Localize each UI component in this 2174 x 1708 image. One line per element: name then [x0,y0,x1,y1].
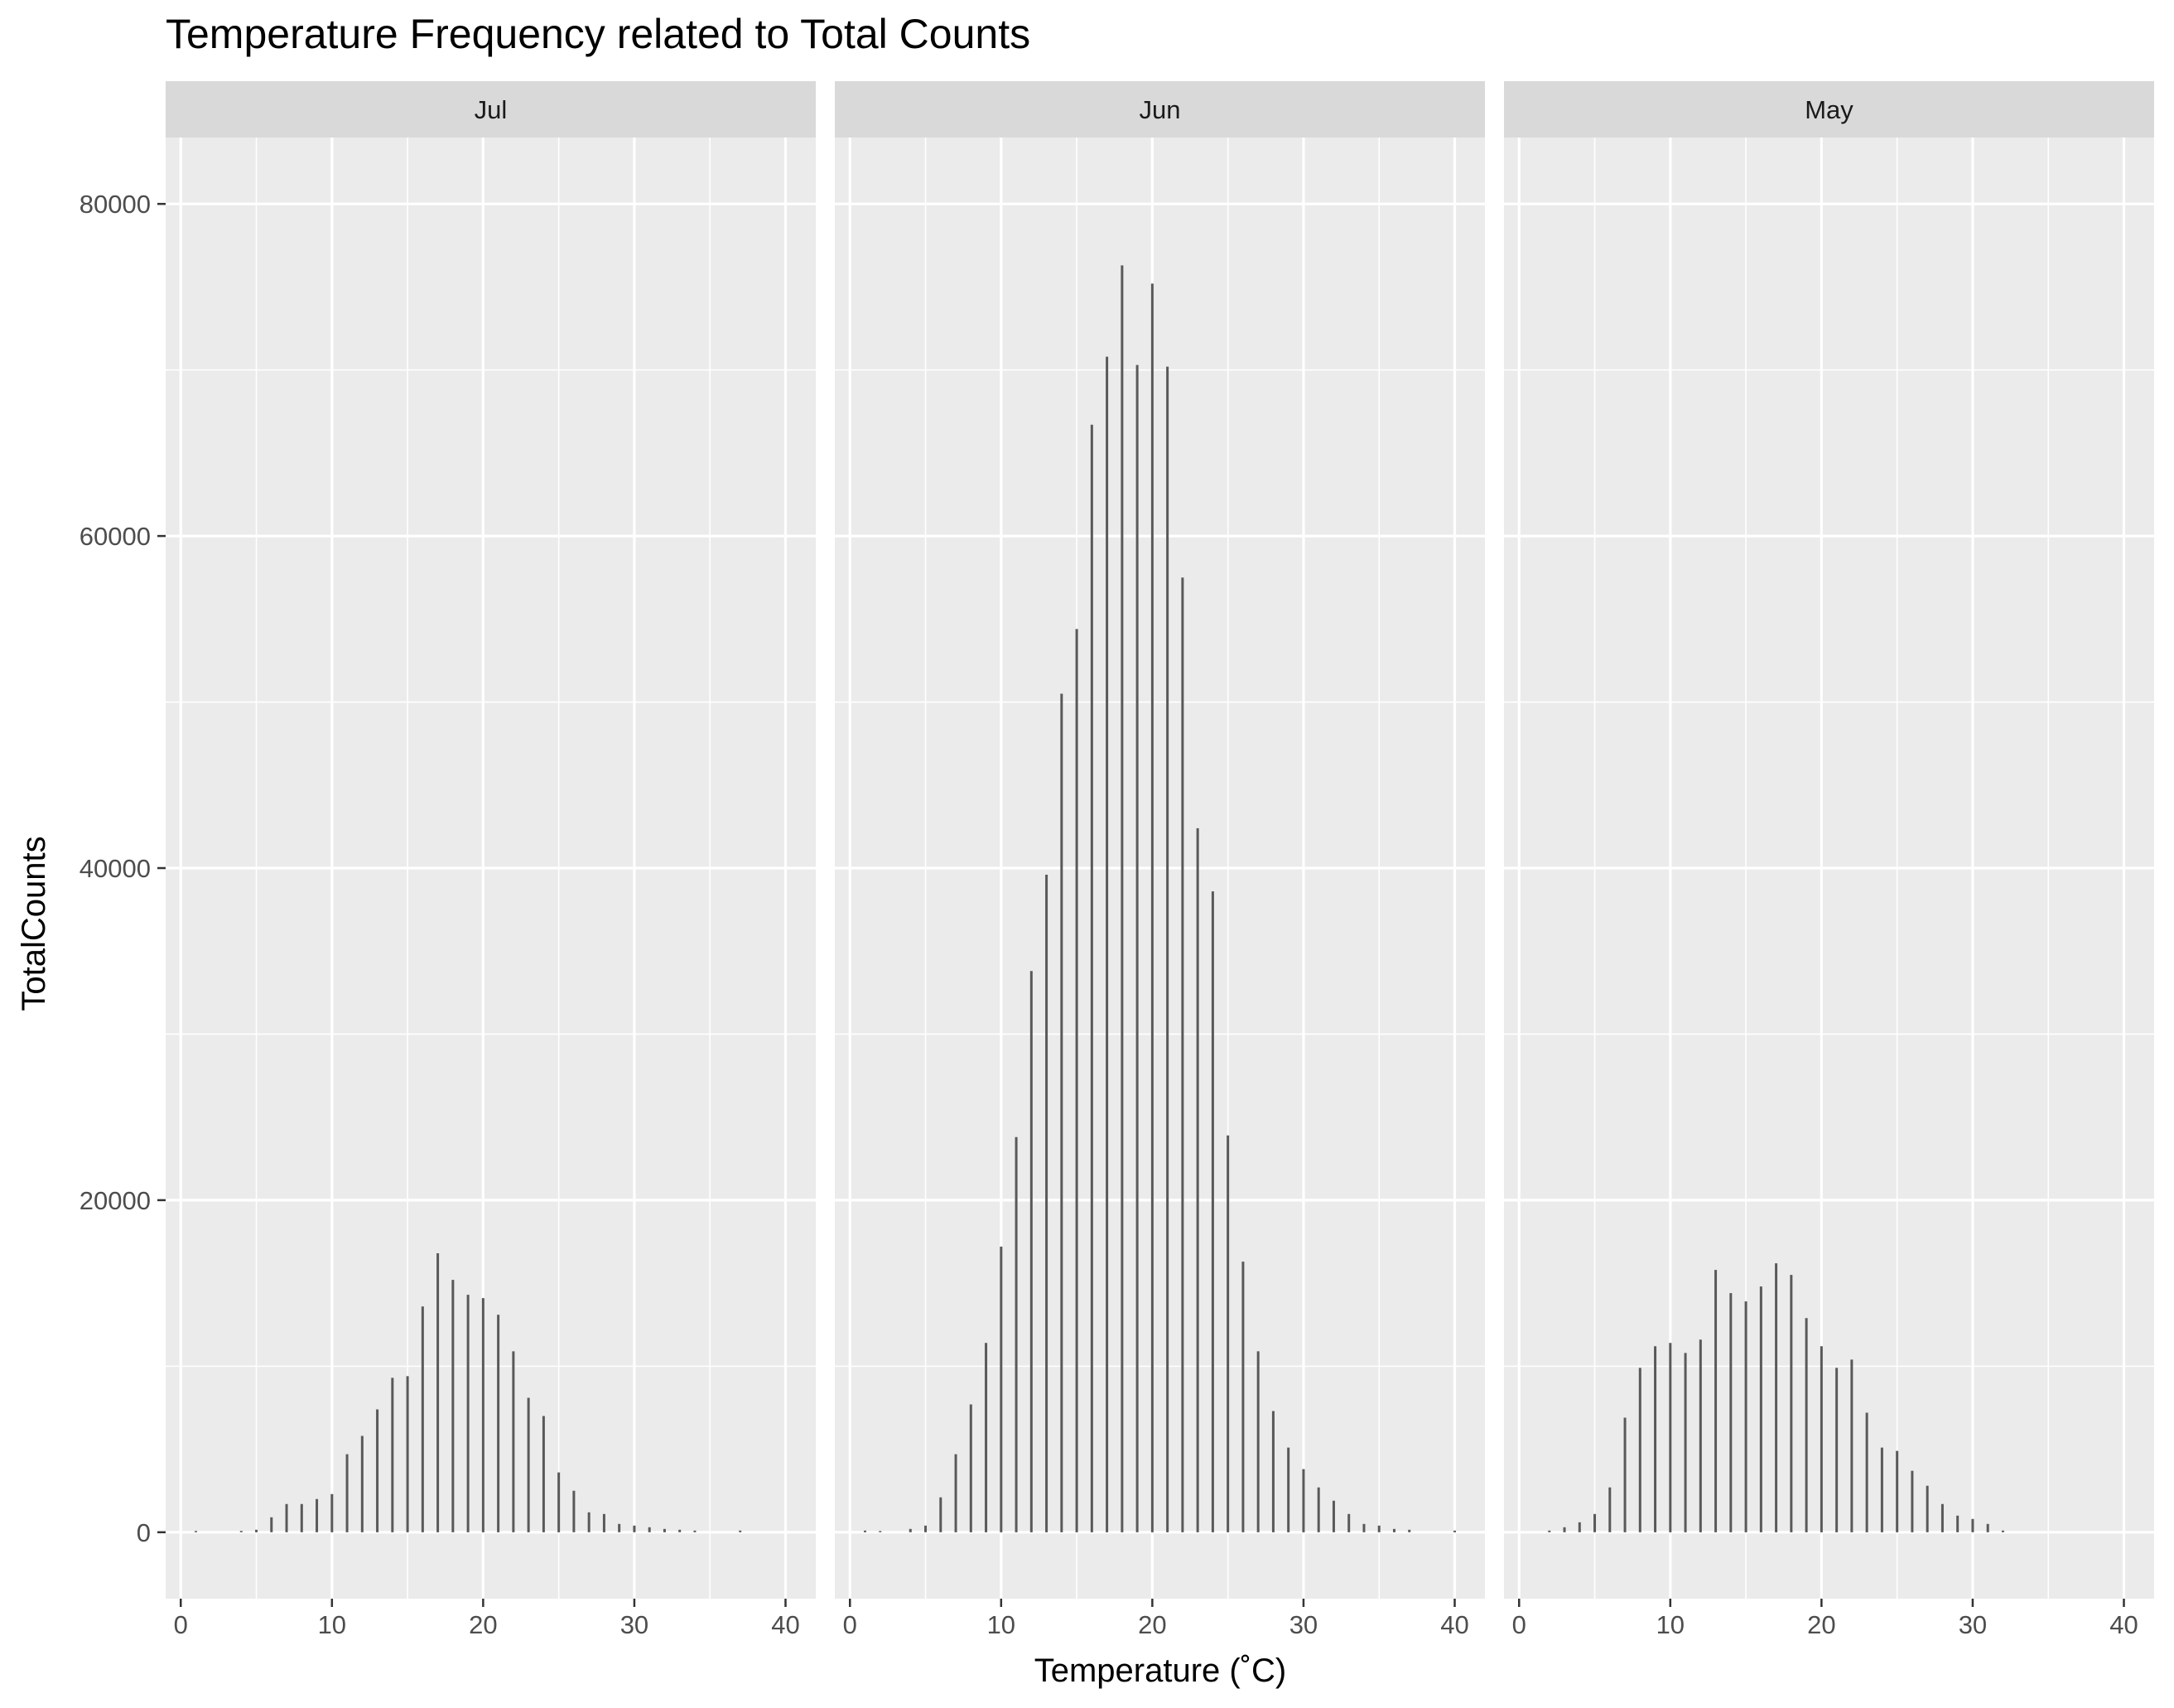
y-tick-label-60000: 60000 [80,522,151,551]
x-tick-label-jun-10: 10 [987,1610,1015,1639]
x-tick-label-jul-30: 30 [620,1610,648,1639]
chart-title: Temperature Frequency related to Total C… [166,11,1030,57]
panel-jul: Jul 0 10 20 30 40 [166,81,816,1639]
strip-label-may: May [1805,95,1853,124]
strip-jul [166,81,816,138]
y-tick-label-0: 0 [137,1518,151,1547]
x-tick-label-jul-10: 10 [318,1610,346,1639]
x-tick-label-may-10: 10 [1656,1610,1685,1639]
facet-panels: Jul 0 10 20 30 40 Jun 0 10 20 30 40 May 0 10 20 30 40 [166,81,2154,1639]
x-tick-label-jun-30: 30 [1289,1610,1318,1639]
x-tick-label-jul-40: 40 [771,1610,799,1639]
x-tick-label-jun-0: 0 [843,1610,857,1639]
strip-may [1504,81,2154,138]
y-tick-label-20000: 20000 [80,1186,151,1215]
x-tick-label-jul-0: 0 [174,1610,188,1639]
x-tick-label-jun-40: 40 [1440,1610,1468,1639]
x-tick-label-jul-20: 20 [469,1610,497,1639]
y-tick-label-80000: 80000 [80,190,151,219]
x-tick-label-may-20: 20 [1807,1610,1835,1639]
x-tick-label-may-40: 40 [2109,1610,2138,1639]
x-tick-label-may-0: 0 [1512,1610,1526,1639]
panel-jun: Jun 0 10 20 30 40 [835,81,1485,1639]
x-tick-label-may-30: 30 [1959,1610,1987,1639]
strip-label-jul: Jul [475,95,508,124]
panel-may: May 0 10 20 30 40 [1504,81,2154,1639]
x-axis-title: Temperature (˚C) [1034,1653,1287,1689]
x-tick-label-jun-20: 20 [1138,1610,1166,1639]
y-tick-label-40000: 40000 [80,854,151,883]
y-axis: 0 20000 40000 60000 80000 [80,190,166,1547]
y-axis-title: TotalCounts [16,836,52,1011]
strip-jun [835,81,1485,138]
strip-label-jun: Jun [1140,95,1181,124]
